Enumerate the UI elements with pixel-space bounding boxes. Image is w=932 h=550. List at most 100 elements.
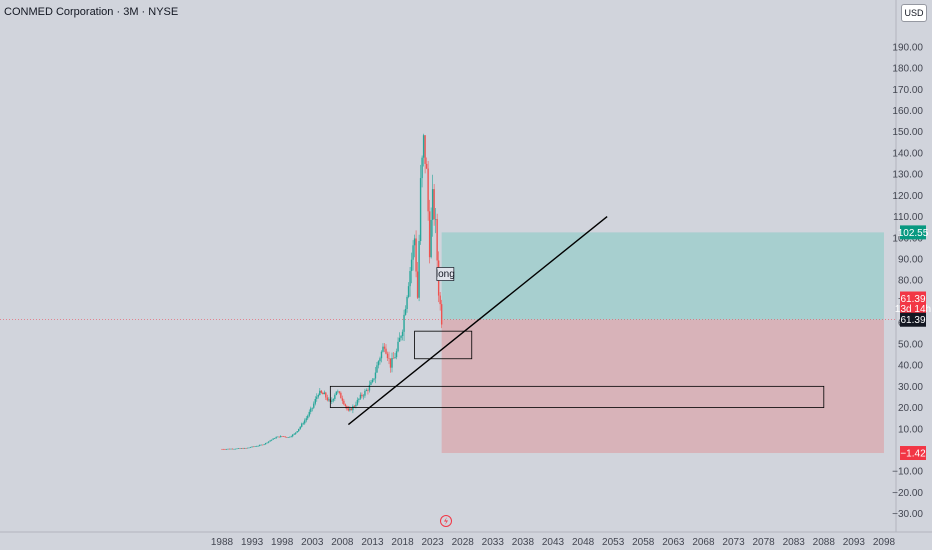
candle-body [436, 219, 438, 261]
candle-body [323, 392, 326, 395]
chart-title: CONMED Corporation · 3M · NYSE [4, 6, 179, 18]
candle-body [412, 245, 414, 260]
candle-body [325, 392, 327, 398]
candle-body [295, 432, 297, 434]
candle-body [380, 351, 383, 359]
candle-body [347, 408, 350, 411]
candle-body [415, 238, 417, 272]
candle-body [334, 395, 336, 399]
upper-zone-box [414, 330, 473, 360]
candle-body [320, 390, 322, 393]
candle-body [406, 296, 408, 309]
candle-body [273, 438, 276, 440]
candle-body [236, 448, 238, 450]
candle-body [222, 449, 225, 450]
time-tick-label: 2088 [813, 537, 836, 548]
candle-body [430, 219, 432, 258]
candle-body [410, 259, 413, 272]
time-tick-label: 1998 [271, 537, 294, 548]
candle-body [365, 389, 368, 391]
candle-body [301, 423, 303, 427]
candle-body [234, 448, 237, 450]
price-tick-label: 150.00 [892, 127, 923, 138]
candle-body [316, 396, 318, 400]
candle-body [352, 406, 354, 411]
candle-body [394, 357, 396, 359]
currency-button[interactable]: USD [901, 4, 927, 22]
time-tick-label: 2033 [482, 537, 505, 548]
candle-body [382, 346, 384, 352]
candle-body [227, 448, 229, 450]
candle-body [308, 411, 310, 416]
candle-body [397, 341, 399, 352]
candle-body [296, 431, 298, 433]
candle-body [290, 436, 292, 437]
price-tick-label: 120.00 [892, 191, 923, 202]
candle-body [335, 391, 338, 396]
candle-body [386, 353, 389, 359]
candle-body [401, 331, 404, 336]
candle-body [285, 437, 288, 438]
candle-body [422, 135, 425, 158]
candle-body [261, 444, 264, 446]
lightning-icon[interactable] [440, 515, 452, 527]
candle-body [263, 444, 265, 445]
candle-body [269, 440, 271, 442]
entry-price-tag-bg [900, 312, 926, 327]
time-tick-label: 1988 [211, 537, 234, 548]
candle-body [337, 391, 339, 393]
candle-body [266, 442, 268, 444]
price-tick-label: 20.00 [898, 403, 923, 414]
candle-body [287, 437, 289, 438]
candle-body [246, 447, 249, 449]
candle-body [376, 365, 378, 373]
candle-body [307, 415, 309, 419]
stop-price-tag: −1.42 [900, 449, 926, 460]
candle-body [319, 390, 321, 396]
candle-body [231, 448, 234, 450]
candle-body [237, 448, 240, 449]
candle-body [299, 426, 301, 429]
candle-body [258, 445, 261, 446]
candle-body [418, 241, 420, 298]
candle-body [224, 449, 226, 450]
current-price-tag-countdown: 13d 14h [895, 304, 931, 315]
candle-body [293, 433, 295, 435]
candle-body [388, 358, 390, 359]
candle-body [221, 449, 223, 450]
price-tick-label: −10.00 [892, 467, 923, 478]
candle-body [356, 399, 359, 405]
candle-body [279, 436, 282, 438]
price-tick-label: 40.00 [898, 361, 923, 372]
candle-body [407, 286, 410, 297]
candle-body [343, 400, 345, 405]
candle-body [249, 447, 252, 448]
candle-body [332, 398, 335, 401]
price-tick-label: 170.00 [892, 85, 923, 96]
time-tick-label: 2008 [331, 537, 354, 548]
candle-body [425, 163, 428, 169]
candle-body [302, 423, 304, 424]
candle-body [278, 436, 280, 438]
candle-body [233, 448, 235, 450]
candle-body [322, 392, 324, 395]
target-price-tag-bg [900, 225, 926, 240]
price-tick-label: 140.00 [892, 148, 923, 159]
candle-body [228, 448, 231, 450]
candle-body [242, 448, 244, 449]
price-tick-label: 110.00 [893, 212, 923, 223]
time-tick-label: 2093 [843, 537, 866, 548]
candle-body [377, 361, 380, 366]
candle-body [370, 382, 372, 385]
candle-body [361, 394, 363, 397]
candle-body [304, 420, 306, 424]
candle-body [440, 304, 443, 325]
candle-body [313, 403, 315, 408]
time-tick-label: 2048 [572, 537, 595, 548]
time-tick-label: 2063 [662, 537, 685, 548]
candle-body [403, 314, 405, 332]
candle-body [267, 441, 270, 443]
candle-body [254, 446, 256, 447]
candle-body [428, 211, 431, 258]
